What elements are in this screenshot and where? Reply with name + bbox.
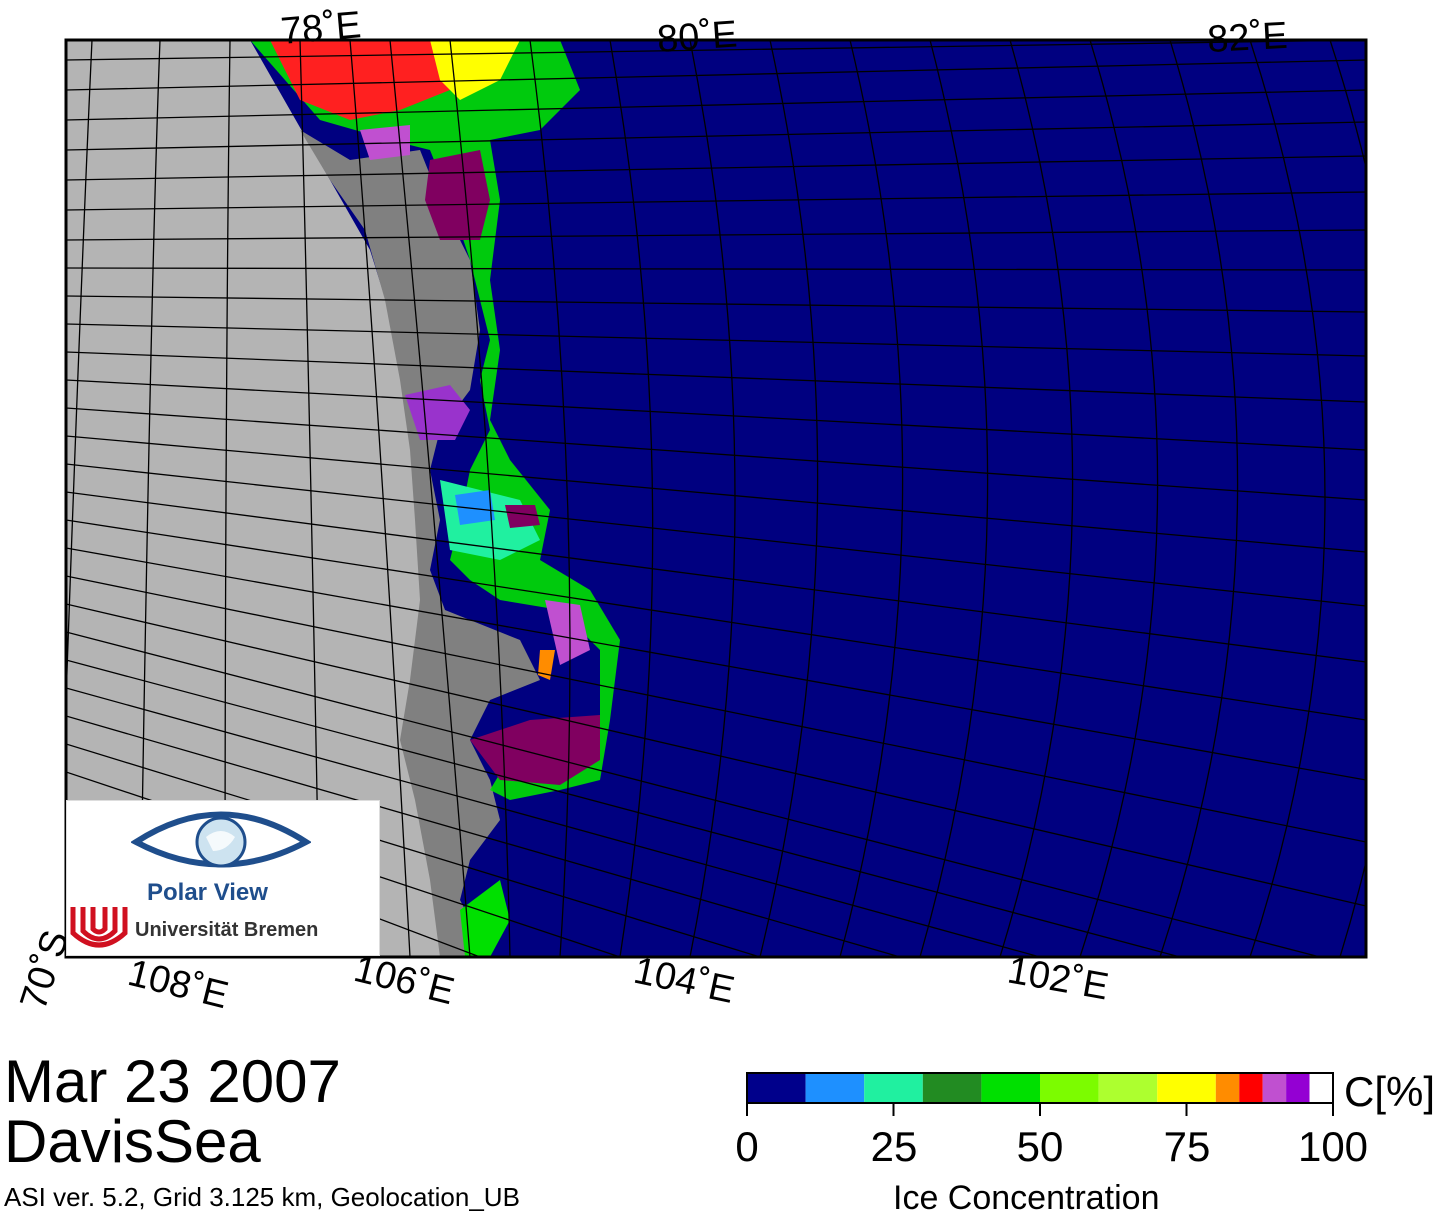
colorbar-tick-0: 0 xyxy=(735,1123,759,1170)
colorbar-cell xyxy=(981,1073,1040,1103)
land-mass xyxy=(66,40,460,957)
colorbar-cell xyxy=(922,1073,982,1103)
ice-patch-blue xyxy=(455,490,495,525)
colorbar-cell xyxy=(1157,1073,1216,1103)
ice-band-yellow xyxy=(430,40,520,100)
map-meta: ASI ver. 5.2, Grid 3.125 km, Geolocation… xyxy=(4,1182,520,1212)
colorbar-cell xyxy=(1215,1073,1240,1103)
ice-shelf xyxy=(300,130,540,957)
colorbar-cell xyxy=(1286,1073,1310,1103)
label-82e: 82˚E xyxy=(1206,15,1288,61)
colorbar-cell xyxy=(1262,1073,1287,1103)
label-104e: 104˚E xyxy=(630,950,738,1012)
map-region: DavisSea xyxy=(4,1108,261,1175)
colorbar-tick-25: 25 xyxy=(870,1123,918,1170)
colorbar-unit: C[%] xyxy=(1344,1068,1436,1115)
label-78e: 78˚E xyxy=(279,4,363,53)
polar-view-logo: Polar View Universität Bremen xyxy=(66,800,380,956)
colorbar-cell xyxy=(864,1073,923,1103)
map-frame xyxy=(64,38,1368,959)
colorbar xyxy=(746,1072,1334,1116)
ice-patch-south xyxy=(460,880,510,957)
eye-globe-icon xyxy=(131,811,311,868)
colorbar-cell xyxy=(1309,1073,1333,1103)
label-80e: 80˚E xyxy=(656,13,739,60)
label-108e: 108˚E xyxy=(124,952,233,1017)
colorbar-cell xyxy=(747,1073,806,1103)
colorbar-cell xyxy=(1040,1073,1099,1103)
colorbar-cell xyxy=(1098,1073,1158,1103)
colorbar-tick-50: 50 xyxy=(1016,1123,1064,1170)
ice-band-red xyxy=(270,40,450,120)
ice-patch-magenta-small xyxy=(505,505,540,528)
logo-title: Polar View xyxy=(147,879,268,906)
ice-patch-violet xyxy=(545,600,590,665)
colorbar-tick-100: 100 xyxy=(1297,1123,1369,1170)
graticule xyxy=(66,40,1366,957)
colorbar-cell xyxy=(805,1073,865,1103)
colorbar-title: Ice Concentration xyxy=(893,1179,1160,1217)
ice-patch-orange xyxy=(538,650,555,680)
logo-institution: Universität Bremen xyxy=(135,919,319,941)
map-date: Mar 23 2007 xyxy=(4,1048,341,1115)
colorbar-tick-75: 75 xyxy=(1163,1123,1211,1170)
bremen-crest-icon xyxy=(70,907,128,948)
colorbar-cell xyxy=(1239,1073,1263,1103)
